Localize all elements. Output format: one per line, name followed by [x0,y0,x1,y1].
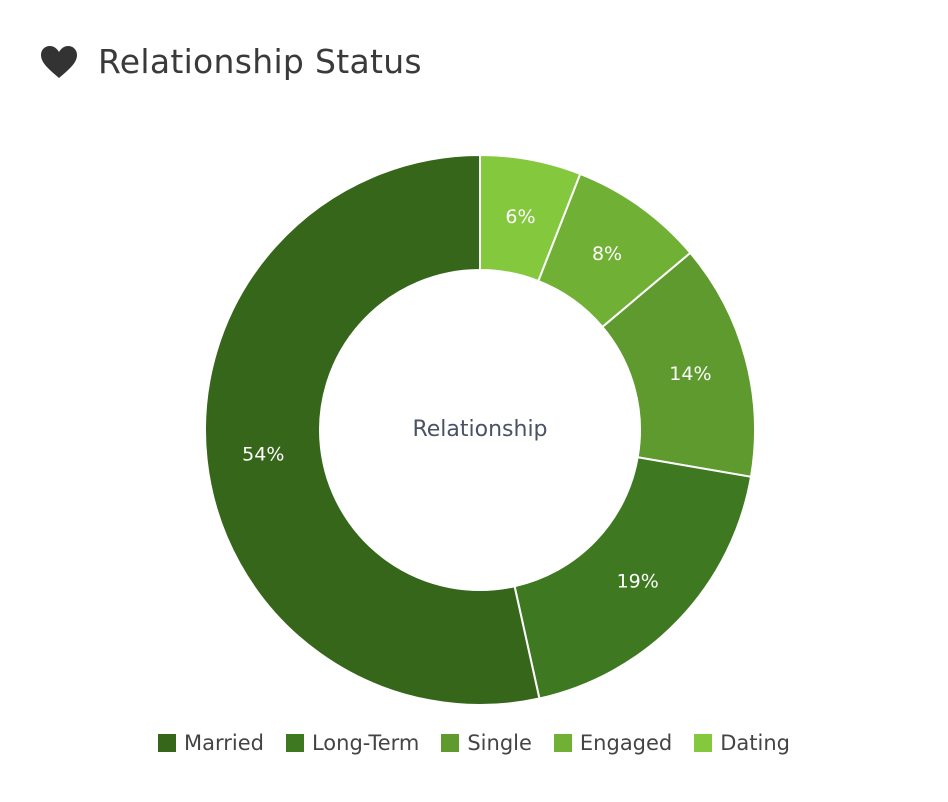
slice-long-term[interactable] [513,456,753,700]
legend-item-dating[interactable]: Dating [694,731,790,755]
legend-item-engaged[interactable]: Engaged [553,731,673,755]
chart-legend: Married Long-Term Single Engaged Dating [0,731,948,755]
slice-label-long-term: 19% [617,571,659,593]
heart-icon [40,45,78,79]
slice-label-married: 54% [242,444,284,466]
legend-label: Dating [720,731,791,755]
donut-slice-labels: 6% 8% 14% 19% 54% [242,206,711,593]
slice-label-engaged: 8% [592,243,622,265]
slice-label-single: 14% [669,363,711,385]
legend-item-married[interactable]: Married [157,731,264,755]
donut-slices [204,153,756,706]
chart-header: Relationship Status [40,42,422,81]
legend-item-long-term[interactable]: Long-Term [285,731,420,755]
legend-item-single[interactable]: Single [441,731,532,755]
legend-label: Engaged [579,731,673,755]
slice-married[interactable] [204,153,541,706]
legend-swatch [694,734,713,752]
chart-title: Relationship Status [98,42,422,81]
legend-swatch [553,734,572,752]
slice-label-dating: 6% [505,206,535,228]
legend-swatch [157,734,176,752]
legend-label: Long-Term [311,731,420,755]
legend-swatch [285,734,304,752]
donut-center-label: Relationship [412,417,547,442]
legend-swatch [441,734,460,752]
legend-label: Married [183,731,264,755]
legend-label: Single [467,731,532,755]
